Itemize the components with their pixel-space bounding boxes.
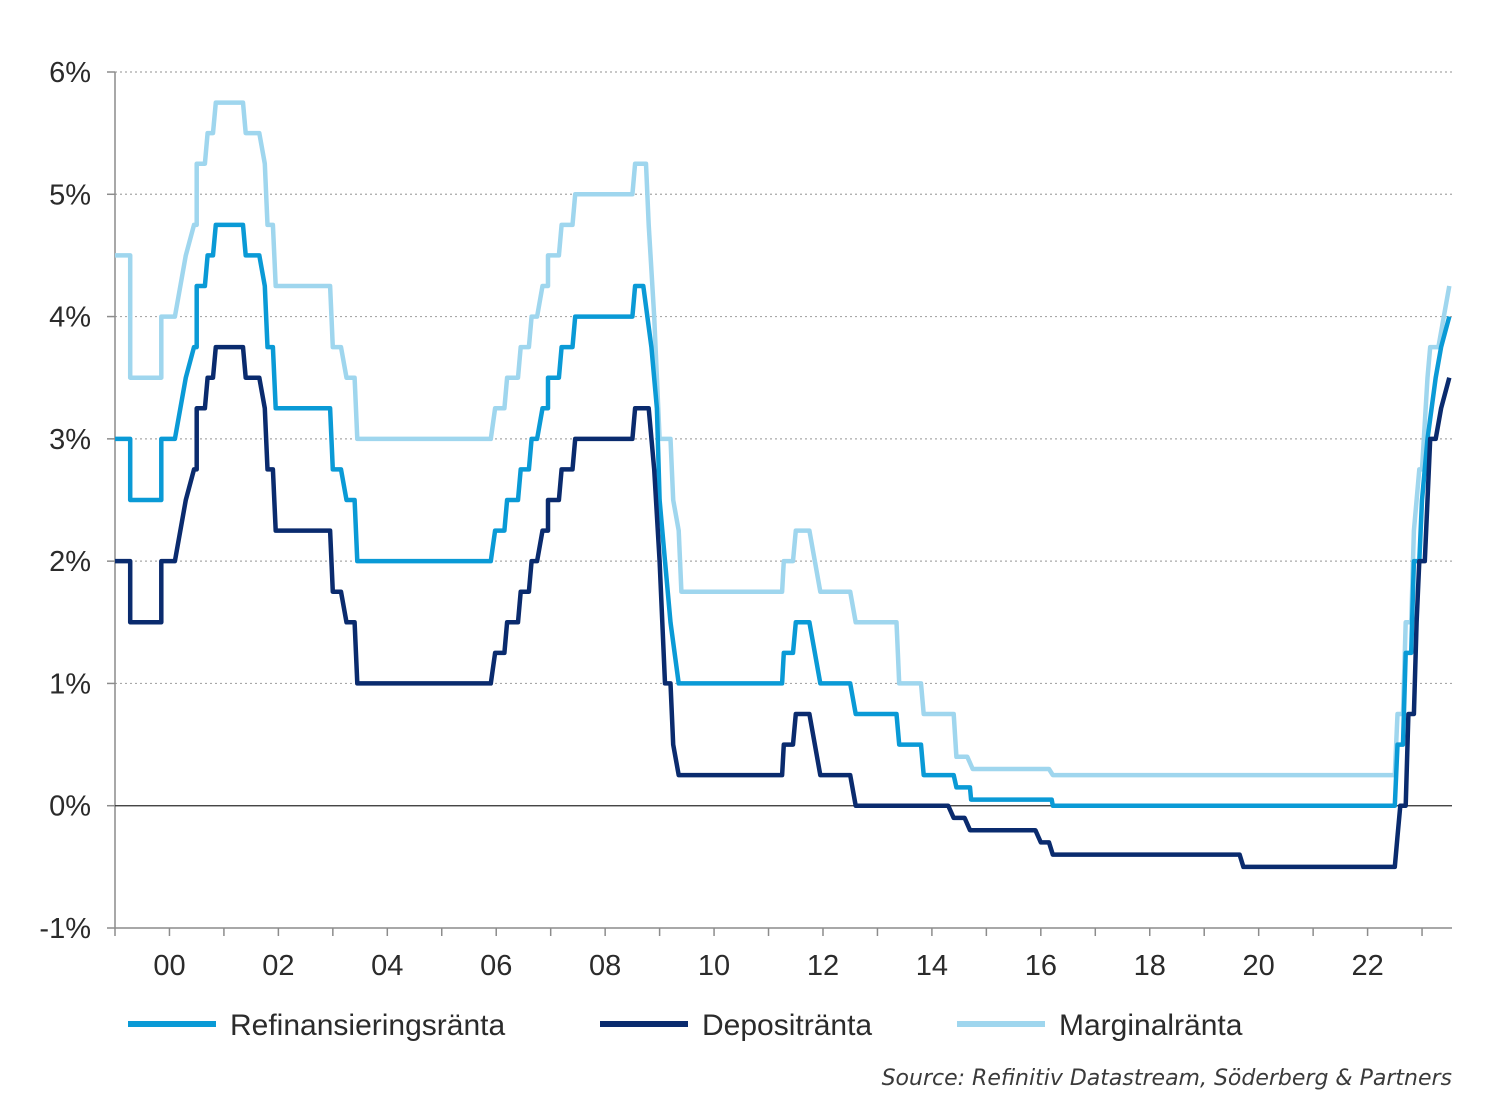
x-tick-label: 06	[480, 950, 512, 982]
y-tick-label: 2%	[49, 546, 91, 578]
x-tick-label: 10	[698, 950, 730, 982]
y-tick-label: 6%	[49, 57, 91, 89]
x-tick-label: 08	[589, 950, 621, 982]
y-tick-label: -1%	[39, 913, 91, 945]
series-line-depositr-nta	[115, 344, 1452, 870]
x-tick-label: 20	[1243, 950, 1275, 982]
y-tick-label: 4%	[49, 302, 91, 334]
y-tick-labels: -1% 0% 1% 2% 3% 4% 5% 6%	[39, 57, 91, 945]
x-tick-labels: 00 02 04 06 08 10 12 14 16 18 20 22	[153, 950, 1383, 982]
legend-label: Refinansieringsränta	[230, 1009, 505, 1042]
x-tick-label: 04	[371, 950, 403, 982]
x-tick-label: 12	[807, 950, 839, 982]
series-line-marginalr-nta	[115, 100, 1452, 778]
legend-label: Depositränta	[702, 1009, 872, 1042]
x-tick-label: 16	[1025, 950, 1057, 982]
y-tick-label: 3%	[49, 424, 91, 456]
series-lines	[115, 100, 1452, 870]
y-tick-label: 5%	[49, 179, 91, 211]
x-tick-label: 22	[1351, 950, 1383, 982]
axes	[107, 71, 1452, 936]
x-tick-label: 14	[916, 950, 948, 982]
x-tick-label: 18	[1134, 950, 1166, 982]
x-tick-label: 00	[153, 950, 185, 982]
x-tick-label: 02	[262, 950, 294, 982]
series-line-refinansieringsr-nta	[115, 222, 1452, 808]
y-tick-label: 1%	[49, 668, 91, 700]
y-tick-label: 0%	[49, 791, 91, 823]
legend: Refinansieringsränta Depositränta Marginal…	[128, 1009, 1243, 1042]
source-note: Source: Refinitiv Datastream, Söderberg …	[882, 1066, 1452, 1091]
legend-label: Marginalränta	[1059, 1009, 1243, 1042]
